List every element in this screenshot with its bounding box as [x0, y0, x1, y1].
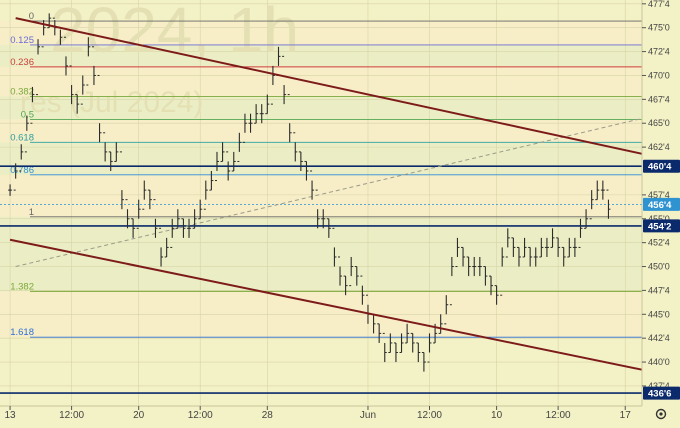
dashed-trendline: [15, 117, 643, 268]
price-level-label: 454'2: [648, 221, 671, 232]
fibonacci-bands: [0, 21, 642, 338]
fib-level-label: 0.618: [10, 132, 34, 143]
x-tick-label: 12:00: [188, 410, 213, 421]
price-labels: 460'4 454'2 436'6 456'4: [643, 159, 680, 400]
fibonacci-lines: 0 0.125 0.236 0.382 0.5 0.618 0.786 1 1.382 1.618: [10, 11, 642, 338]
fib-band: [0, 119, 642, 143]
fib-band: [0, 96, 642, 120]
price-level-box: [643, 219, 680, 233]
fib-level-label: 0.382: [10, 86, 34, 97]
watermark-title: 2024, 1h: [50, 0, 299, 66]
price-level-box: [643, 159, 680, 173]
y-tick-labels: 477'4 475'0 472'4 470'0 467'4 465'0 462'4 457'4…: [642, 0, 670, 391]
watermark-subtitle: res (Jul 2024): [20, 86, 203, 119]
fib-band: [0, 174, 642, 217]
fib-level-label: 0.236: [10, 57, 34, 68]
channel-trendline: [15, 17, 643, 155]
y-tick-label: 437'4: [648, 381, 670, 391]
fib-level-label: 1.618: [10, 327, 34, 338]
y-tick-label: 452'4: [648, 238, 670, 248]
fib-level-label: 0: [29, 11, 34, 22]
price-level-label: 436'6: [648, 389, 671, 400]
price-level-label: 460'4: [648, 162, 672, 173]
x-tick-label: 12:00: [59, 410, 84, 421]
price-level-lines: [0, 165, 642, 394]
y-tick-label: 440'0: [648, 357, 670, 367]
y-tick-label: 450'0: [648, 262, 670, 272]
y-tick-label: 447'4: [648, 285, 670, 295]
x-tick-label: Jun: [360, 410, 376, 421]
x-tick-label: 12:00: [417, 410, 442, 421]
channel-trendline: [9, 238, 643, 371]
fib-band: [0, 21, 642, 45]
dashed-trendline-segment: [15, 117, 643, 268]
fib-level-label: 0.5: [21, 109, 34, 120]
y-tick-label: 457'4: [648, 190, 670, 200]
y-tick-label: 467'4: [648, 94, 670, 104]
settings-icon-ring: [655, 408, 667, 420]
y-tick-label: 472'4: [648, 47, 670, 57]
time-axis-background: [0, 406, 680, 423]
x-tick-label: 28: [262, 410, 274, 421]
x-tick-label: 10: [491, 410, 503, 421]
settings-icon-hub: [659, 412, 663, 416]
grid-lines: [0, 0, 642, 406]
y-tick-label: 470'0: [648, 70, 670, 80]
fib-band: [0, 66, 642, 97]
x-tick-label: 20: [133, 410, 145, 421]
x-tick-label: 13: [5, 410, 17, 421]
settings-icon[interactable]: [655, 408, 667, 420]
price-axis[interactable]: 477'4 475'0 472'4 470'0 467'4 465'0 462'4 457'4…: [641, 0, 680, 406]
x-tick-label: 12:00: [546, 410, 571, 421]
x-tick-labels: 13 12:00 20 12:00 28 Jun 12:00 10 12:00 17: [5, 406, 632, 421]
fib-level-label: 1.382: [10, 281, 34, 292]
price-level-box: [643, 386, 680, 400]
x-tick-label: 17: [620, 410, 632, 421]
y-tick-label: 445'0: [648, 309, 670, 319]
y-tick-label: 455'0: [648, 214, 670, 224]
fib-level-label: 0.125: [10, 35, 34, 46]
current-price-label: 456'4: [648, 200, 672, 211]
watermark: 2024, 1h res (Jul 2024): [20, 0, 299, 119]
current-price-box: [643, 197, 680, 211]
fib-band: [0, 216, 642, 292]
fib-band: [0, 142, 642, 175]
fib-level-label: 0.786: [10, 165, 34, 176]
y-tick-label: 477'4: [648, 0, 670, 9]
fib-level-label: 1: [29, 207, 34, 218]
y-tick-label: 462'4: [648, 142, 670, 152]
time-axis[interactable]: 13 12:00 20 12:00 28 Jun 12:00 10 12:00 17: [0, 405, 680, 423]
y-tick-label: 442'4: [648, 333, 670, 343]
trendlines: [9, 17, 643, 371]
y-tick-label: 465'0: [648, 118, 670, 128]
price-bars: [8, 13, 611, 372]
y-tick-label: 475'0: [648, 23, 670, 33]
